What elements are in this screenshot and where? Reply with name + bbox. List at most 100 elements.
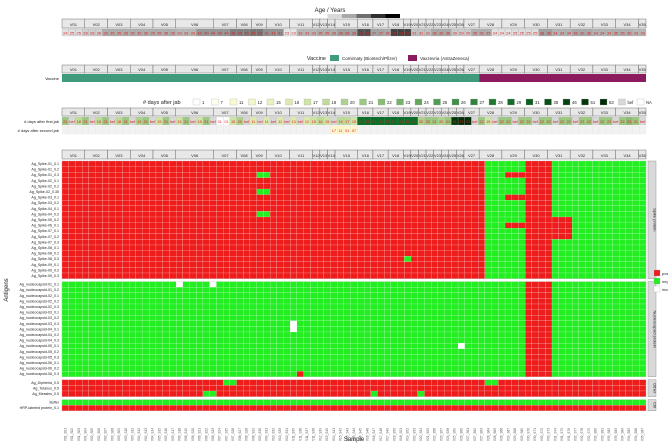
sample-tick: V26_S60 — [459, 428, 463, 441]
antigen-cell — [343, 205, 351, 212]
antigen-cell — [632, 211, 640, 218]
antigen-cell — [484, 331, 492, 338]
antigen-cell — [565, 183, 573, 190]
antigen-cell — [585, 194, 593, 201]
antigen-cell — [323, 320, 331, 327]
antigen-cell — [471, 331, 479, 338]
antigen-cell — [122, 183, 130, 190]
antigen-cell — [209, 194, 217, 201]
antigen-cell — [249, 172, 257, 178]
antigen-cell — [531, 359, 539, 366]
antigen-cell — [572, 320, 579, 327]
antigen-cell — [290, 298, 298, 305]
antigen-cell — [431, 320, 438, 327]
antigen-cell — [256, 250, 264, 257]
antigen-cell — [585, 183, 593, 190]
antigen-cell — [350, 194, 358, 201]
antigen-cell — [182, 292, 190, 299]
antigen-cell — [209, 390, 217, 397]
antigen-cell — [256, 337, 264, 344]
antigen-cell — [565, 287, 573, 293]
antigen-cell — [223, 183, 230, 190]
antigen-cell — [68, 379, 76, 386]
antigen-cell — [323, 385, 331, 392]
antigen-cell — [437, 385, 445, 392]
antigen-cell — [330, 194, 338, 201]
antigen-cell — [142, 379, 150, 386]
antigen-cell — [417, 228, 425, 234]
antigen-cell — [75, 281, 83, 288]
volunteer-label: V21 — [419, 110, 427, 115]
days-second-value: 07 — [352, 129, 356, 133]
antigen-cell — [196, 326, 204, 333]
antigen-cell — [229, 228, 237, 234]
antigen-cell — [531, 250, 539, 257]
antigen-cell — [169, 250, 177, 257]
antigen-cell — [592, 272, 600, 279]
antigen-cell — [129, 188, 136, 195]
antigen-cell — [498, 216, 506, 223]
antigen-cell — [162, 211, 170, 218]
antigen-cell — [350, 228, 358, 234]
days-first-value: 51 — [385, 120, 389, 124]
volunteer-label: V31 — [555, 153, 563, 158]
antigen-cell — [538, 343, 546, 349]
antigen-cell — [572, 250, 579, 257]
antigen-cell — [296, 188, 304, 195]
days-second-cell — [196, 125, 204, 135]
antigen-cell — [189, 194, 197, 201]
antigen-cell — [337, 331, 345, 338]
antigen-cell — [612, 216, 620, 223]
antigen-cell — [202, 399, 210, 406]
antigen-cell — [410, 261, 418, 268]
antigen-cell — [88, 365, 96, 372]
antigen-cell — [296, 287, 304, 293]
antigen-cell — [162, 298, 170, 305]
antigen-cell — [431, 205, 438, 212]
antigen-cell — [525, 287, 532, 293]
antigen-cell — [249, 216, 257, 223]
antigen-cell — [457, 267, 465, 274]
antigen-cell — [75, 337, 83, 344]
antigen-cell — [518, 222, 526, 229]
antigen-cell — [229, 194, 237, 201]
antigen-cell — [229, 379, 237, 386]
antigen-cell — [337, 160, 345, 167]
antigen-cell — [276, 320, 284, 327]
antigen-cell — [323, 298, 331, 305]
antigen-cell — [625, 188, 633, 195]
antigen-cell — [592, 172, 600, 178]
volunteer-label: V27 — [468, 153, 476, 158]
antigen-cell — [95, 337, 103, 344]
antigen-cell — [639, 183, 647, 190]
antigen-cell — [410, 309, 418, 316]
antigen-cell — [632, 222, 640, 229]
antigen-cell — [605, 233, 613, 240]
antigen-cell — [102, 261, 110, 268]
antigen-cell — [95, 371, 103, 377]
antigen-cell — [417, 385, 425, 392]
antigen-cell — [558, 343, 566, 349]
antigen-cell — [431, 194, 438, 201]
antigen-cell — [330, 205, 338, 212]
antigen-cell — [384, 354, 391, 361]
antigen-cell — [545, 261, 553, 268]
days-first-value: bef — [271, 120, 277, 124]
volunteer-label: V25 — [449, 153, 457, 158]
antigen-cell — [558, 359, 566, 366]
antigen-cell — [202, 365, 210, 372]
antigen-cell — [632, 343, 640, 349]
antigen-cell — [424, 222, 432, 229]
antigen-cell — [605, 177, 613, 184]
antigen-cell — [404, 399, 412, 406]
panel-strip — [647, 160, 657, 279]
age-value: 58 — [405, 31, 410, 36]
antigen-cell — [162, 287, 170, 293]
antigen-cell — [88, 292, 96, 299]
days-first-value: 22 — [567, 120, 571, 124]
antigen-cell — [451, 343, 459, 349]
antigen-cell — [229, 216, 237, 223]
antigen-cell — [182, 211, 190, 218]
antigen-cell — [317, 365, 324, 372]
antigen-cell — [538, 405, 546, 411]
